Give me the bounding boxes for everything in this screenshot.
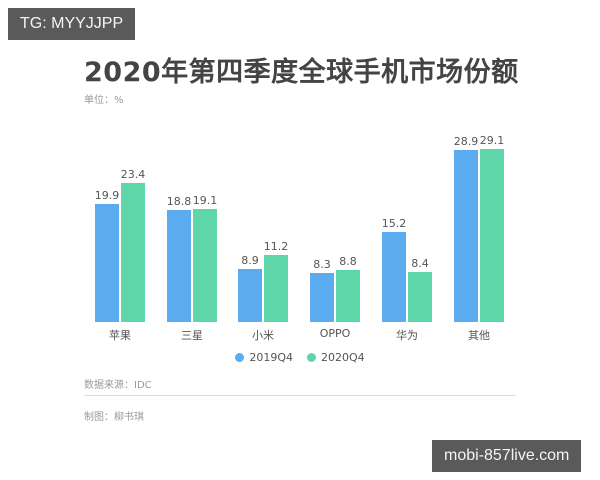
bar-2020q4-1 bbox=[193, 209, 217, 322]
legend-label: 2019Q4 bbox=[249, 351, 293, 364]
bar-2019q4-3 bbox=[310, 273, 334, 322]
divider bbox=[84, 395, 516, 396]
data-label: 8.3 bbox=[313, 258, 331, 271]
data-label: 29.1 bbox=[479, 134, 505, 147]
legend-item-2019q4[interactable]: 2019Q4 bbox=[235, 351, 293, 364]
bar-2020q4-5 bbox=[480, 149, 504, 322]
bar-2019q4-2 bbox=[238, 269, 262, 322]
bar-2019q4-5 bbox=[454, 150, 478, 322]
legend: 2019Q4 2020Q4 bbox=[0, 351, 600, 364]
data-label: 8.8 bbox=[339, 255, 357, 268]
category-label: 苹果 bbox=[109, 329, 131, 342]
data-label: 19.9 bbox=[94, 189, 120, 202]
bar-2019q4-0 bbox=[95, 204, 119, 322]
legend-item-2020q4[interactable]: 2020Q4 bbox=[307, 351, 365, 364]
data-label: 8.4 bbox=[411, 257, 429, 270]
unit-label: 单位：% bbox=[84, 95, 124, 106]
bar-2019q4-1 bbox=[167, 210, 191, 322]
data-label: 19.1 bbox=[192, 194, 218, 207]
category-label: 其他 bbox=[468, 329, 490, 342]
bar-chart: 19.9 23.4 苹果 18.8 19.1 三星 8.9 11.2 小米 8.3 8.8 OPPO 1… bbox=[94, 134, 505, 342]
legend-dot-icon bbox=[235, 353, 245, 362]
category-label: 小米 bbox=[252, 329, 274, 342]
data-label: 8.9 bbox=[241, 254, 259, 267]
watermark-top: TG: MYYJJPP bbox=[8, 8, 136, 40]
bar-2020q4-2 bbox=[264, 255, 288, 322]
legend-label: 2020Q4 bbox=[321, 351, 365, 364]
data-label: 23.4 bbox=[120, 168, 146, 181]
bar-2019q4-4 bbox=[382, 232, 406, 322]
category-label: 华为 bbox=[396, 329, 418, 342]
chart-title: 2020年第四季度全球手机市场份额 bbox=[84, 57, 519, 88]
legend-dot-icon bbox=[307, 353, 316, 362]
bar-2020q4-3 bbox=[336, 270, 360, 322]
category-label: 三星 bbox=[181, 329, 203, 342]
bar-2020q4-0 bbox=[121, 183, 145, 322]
chart-author: 制图：柳书琪 bbox=[84, 412, 144, 423]
data-source: 数据来源：IDC bbox=[84, 380, 152, 391]
data-label: 11.2 bbox=[263, 240, 289, 253]
data-label: 15.2 bbox=[381, 217, 407, 230]
bar-2020q4-4 bbox=[408, 272, 432, 322]
category-label: OPPO bbox=[319, 327, 351, 340]
data-label: 18.8 bbox=[166, 195, 192, 208]
data-label: 28.9 bbox=[453, 135, 479, 148]
watermark-bottom: mobi-857live.com bbox=[432, 440, 582, 472]
